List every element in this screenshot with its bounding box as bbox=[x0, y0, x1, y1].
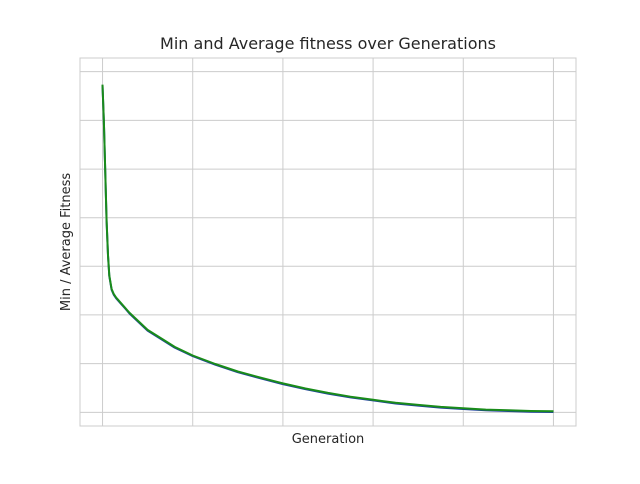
y-axis-label: Min / Average Fitness bbox=[59, 173, 74, 311]
series-line-1 bbox=[101, 84, 554, 413]
plot-frame bbox=[79, 57, 577, 427]
series-line-0 bbox=[101, 85, 554, 413]
grid bbox=[80, 58, 576, 426]
series-group bbox=[101, 84, 554, 413]
chart-title: Min and Average fitness over Generations bbox=[160, 34, 496, 53]
x-axis-label: Generation bbox=[292, 432, 365, 447]
